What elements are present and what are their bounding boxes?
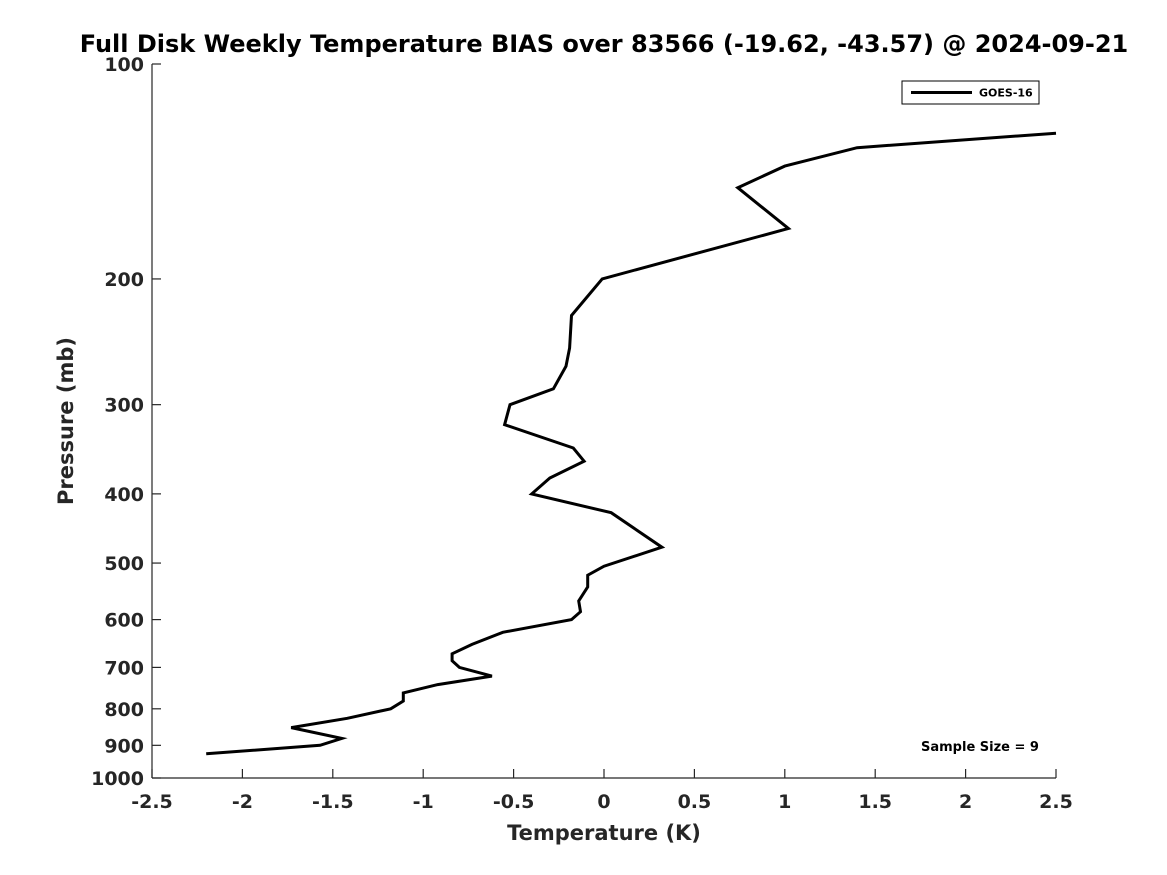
x-tick-label: 0 [597,791,610,813]
plot-axes: -2.5 -2 -1.5 -1 -0.5 0 0.5 1 1.5 2 2.5 100 200 300 400… [91,54,1073,813]
x-tick-label: 0.5 [678,791,712,813]
legend: GOES-16 [901,80,1040,105]
x-tick-label: -1 [413,791,434,813]
x-tick-label: 2 [959,791,972,813]
x-tick-label: -1.5 [312,791,354,813]
x-tick-label: 1.5 [858,791,892,813]
y-tick-label: 100 [104,54,144,76]
y-tick-label: 1000 [91,768,144,790]
chart-title: Full Disk Weekly Temperature BIAS over 8… [80,30,1128,58]
y-tick-label: 600 [104,610,144,632]
y-tick-label: 700 [104,657,144,679]
y-tick-label: 900 [104,735,144,757]
legend-label: GOES-16 [979,87,1033,100]
x-tick-label: 1 [778,791,791,813]
y-axis-label: Pressure (mb) [54,337,78,505]
y-tick-label: 200 [104,269,144,291]
x-tick-label: -2 [232,791,253,813]
series-line-goes-16 [206,131,1057,756]
x-tick-label: -0.5 [493,791,535,813]
x-tick-label: -2.5 [131,791,173,813]
y-tick-label: 500 [104,553,144,575]
x-axis-label: Temperature (K) [507,821,701,845]
series-group [206,131,1057,756]
sample-size-annotation: Sample Size = 9 [921,740,1039,755]
y-tick-label: 300 [104,395,144,417]
x-tick-label: 2.5 [1039,791,1073,813]
y-tick-label: 400 [104,484,144,506]
y-tick-label: 800 [104,699,144,721]
